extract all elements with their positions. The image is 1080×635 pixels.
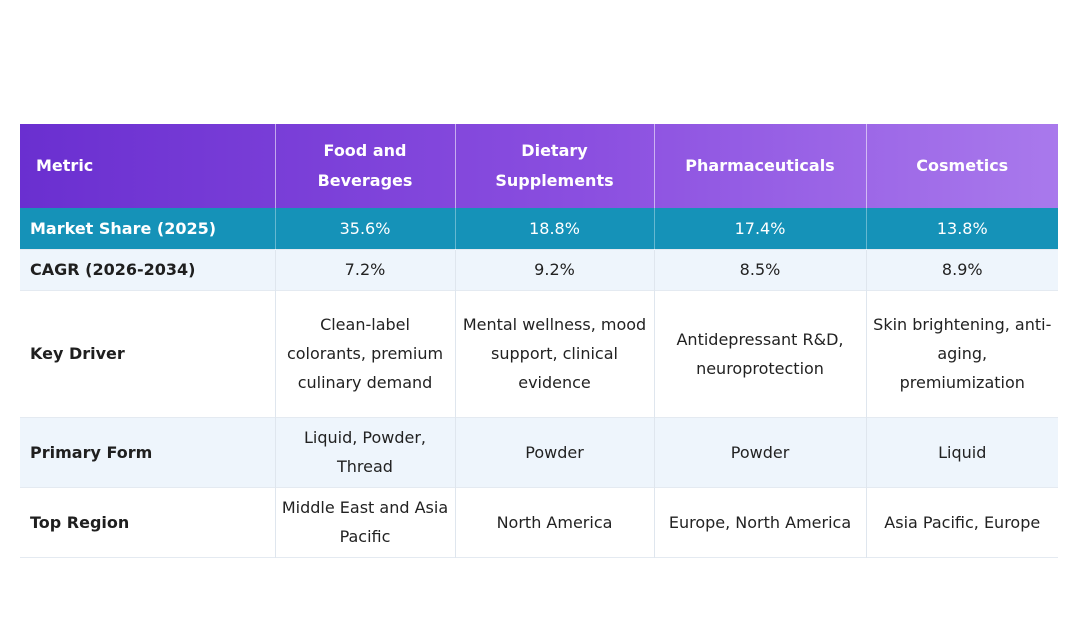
header-food-and-beverages: Food and Beverages: [275, 124, 456, 208]
table-cell: Liquid, Powder, Thread: [275, 417, 456, 487]
table-cell: Clean-label colorants, premium culinary …: [275, 290, 456, 417]
table-cell: 35.6%: [275, 208, 456, 249]
header-dietary-supplements: Dietary Supplements: [455, 124, 655, 208]
table-cell: 9.2%: [455, 249, 655, 290]
table-cell: Skin brightening, anti-aging, premiumiza…: [873, 315, 1052, 392]
header-metric: Metric: [20, 124, 276, 208]
table-row-primary-form: Primary Form Liquid, Powder, Thread Powd…: [20, 417, 1058, 487]
table-cell: Powder: [455, 417, 655, 487]
table-cell: Middle East and Asia Pacific: [275, 487, 456, 557]
table-cell: Asia Pacific, Europe: [884, 512, 1041, 532]
row-label: Market Share (2025): [20, 208, 276, 249]
table-cell: 7.2%: [275, 249, 456, 290]
row-label: Key Driver: [20, 290, 276, 417]
table-cell: 17.4%: [654, 208, 867, 249]
table-row-top-region: Top Region Middle East and Asia Pacific …: [20, 487, 1058, 557]
header-pharmaceuticals: Pharmaceuticals: [654, 124, 867, 208]
comparison-table-container: Metric Food and Beverages Dietary Supple…: [20, 124, 1058, 558]
header-cosmetics: Cosmetics: [916, 156, 1009, 175]
table-cell: North America: [455, 487, 655, 557]
table-cell: Powder: [654, 417, 867, 487]
table-row-market-share: Market Share (2025) 35.6% 18.8% 17.4% 13…: [20, 208, 1058, 249]
row-label: Primary Form: [20, 417, 276, 487]
table-cell: 8.5%: [654, 249, 867, 290]
table-row-key-driver: Key Driver Clean-label colorants, premiu…: [20, 290, 1058, 417]
row-label: Top Region: [20, 487, 276, 557]
market-comparison-table: Metric Food and Beverages Dietary Supple…: [20, 124, 1058, 558]
row-label: CAGR (2026-2034): [20, 249, 276, 290]
table-cell: Europe, North America: [654, 487, 867, 557]
table-cell: 8.9%: [941, 260, 983, 279]
table-header-row: Metric Food and Beverages Dietary Supple…: [20, 124, 1058, 208]
table-cell: Liquid: [938, 442, 987, 462]
table-cell: Antidepressant R&D, neuroprotection: [654, 290, 867, 417]
table-cell: 13.8%: [936, 218, 988, 238]
table-cell: Mental wellness, mood support, clinical …: [455, 290, 655, 417]
table-cell: 18.8%: [455, 208, 655, 249]
table-row-cagr: CAGR (2026-2034) 7.2% 9.2% 8.5% 8.9%: [20, 249, 1058, 290]
